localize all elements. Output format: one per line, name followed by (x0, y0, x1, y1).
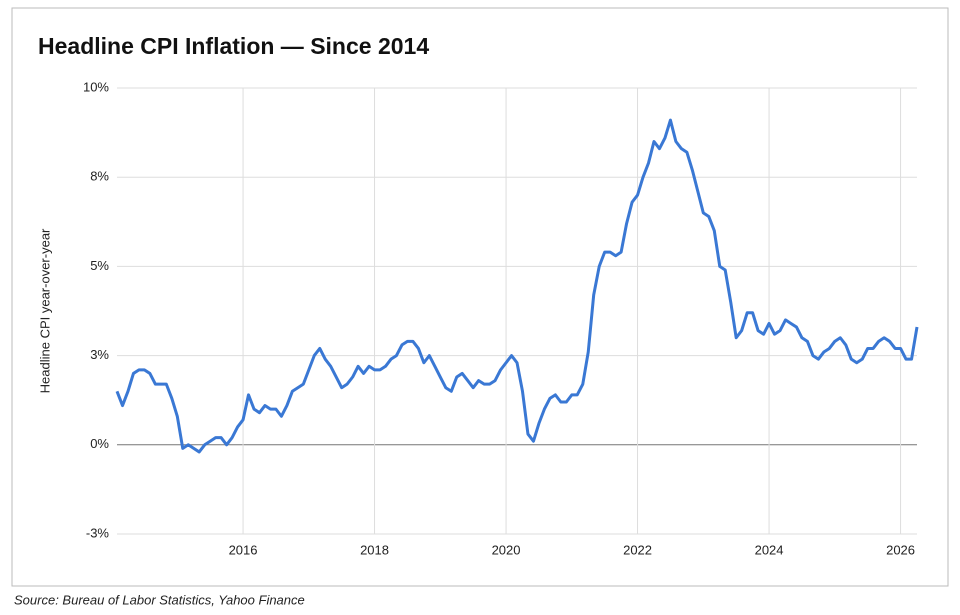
cpi-line (115, 118, 919, 454)
chart-frame (11, 7, 949, 587)
source-note: Source: Bureau of Labor Statistics, Yaho… (14, 592, 305, 607)
y-tick-label: 3% (90, 347, 109, 362)
y-tick-label: -3% (86, 525, 110, 540)
y-tick-label: 0% (90, 436, 109, 451)
y-axis-label: Headline CPI year-over-year (37, 228, 52, 393)
chart-title: Headline CPI Inflation — Since 2014 (38, 33, 429, 59)
plot-area (115, 118, 919, 454)
x-tick-label: 2024 (755, 542, 784, 557)
y-tick-label: 10% (83, 79, 109, 94)
x-tick-label: 2026 (886, 542, 915, 557)
y-tick-label: 8% (90, 169, 109, 184)
x-tick-label: 2020 (492, 542, 521, 557)
y-tick-label: 5% (90, 258, 109, 273)
grid: -3% 0% 3% 5% 8% 10% 2016 2018 2020 2022 2024 2026 (83, 79, 917, 557)
x-tick-label: 2022 (623, 542, 652, 557)
x-tick-label: 2016 (229, 542, 258, 557)
x-tick-label: 2018 (360, 542, 389, 557)
